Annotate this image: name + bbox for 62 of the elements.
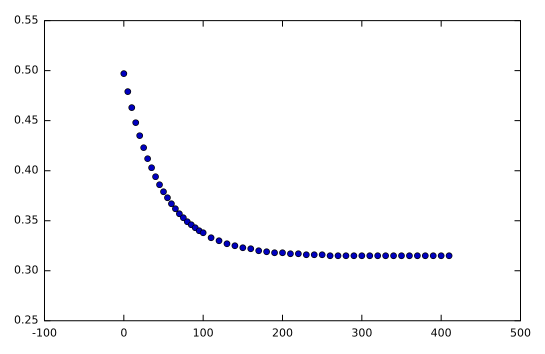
point <box>422 252 429 260</box>
point <box>295 250 302 258</box>
point <box>180 214 187 222</box>
point <box>334 252 342 260</box>
point <box>208 234 214 242</box>
x-tick-label: -100 <box>32 326 57 340</box>
point <box>414 252 421 260</box>
point <box>382 252 389 260</box>
point <box>232 242 238 250</box>
point <box>120 70 128 77</box>
point <box>239 244 246 252</box>
point <box>342 252 350 260</box>
point <box>358 252 366 260</box>
point <box>132 119 140 126</box>
point <box>390 252 397 260</box>
point <box>148 164 155 172</box>
point <box>172 205 179 212</box>
y-tick-label: 0.55 <box>14 13 38 26</box>
point <box>326 252 334 260</box>
point <box>136 132 144 140</box>
point <box>216 237 222 244</box>
point <box>140 144 148 152</box>
point <box>366 252 374 260</box>
point <box>124 88 132 95</box>
x-tick-label: 300 <box>351 326 372 340</box>
y-tick-label: 0.35 <box>14 214 38 227</box>
x-tick-label: 100 <box>192 326 214 340</box>
point <box>279 249 286 256</box>
point <box>200 229 207 236</box>
point <box>430 252 437 260</box>
y-tick-label: 0.25 <box>14 314 38 327</box>
point <box>168 200 175 208</box>
point <box>398 252 405 260</box>
point <box>271 249 278 256</box>
point <box>164 194 171 202</box>
y-tick-label: 0.45 <box>14 114 38 127</box>
y-tick-label: 0.40 <box>14 164 38 177</box>
point <box>176 210 183 218</box>
point <box>287 250 294 258</box>
point <box>224 240 230 248</box>
point <box>302 251 310 258</box>
point <box>438 252 445 260</box>
y-tick-label: 0.30 <box>14 264 38 277</box>
point <box>374 252 382 260</box>
point <box>350 252 358 260</box>
point <box>247 245 254 252</box>
point <box>318 251 326 258</box>
point <box>152 173 159 180</box>
point <box>406 252 413 260</box>
x-tick-label: 200 <box>272 326 293 340</box>
point <box>255 247 262 254</box>
y-tick-label: 0.50 <box>14 63 38 76</box>
point <box>263 248 270 256</box>
x-tick-label: 400 <box>430 326 452 340</box>
point <box>144 155 151 162</box>
point <box>446 252 452 260</box>
point <box>128 104 136 112</box>
point <box>156 181 163 188</box>
point <box>160 188 167 196</box>
point <box>310 251 318 258</box>
x-tick-label: 0 <box>120 326 128 340</box>
x-tick-label: 500 <box>510 326 531 340</box>
